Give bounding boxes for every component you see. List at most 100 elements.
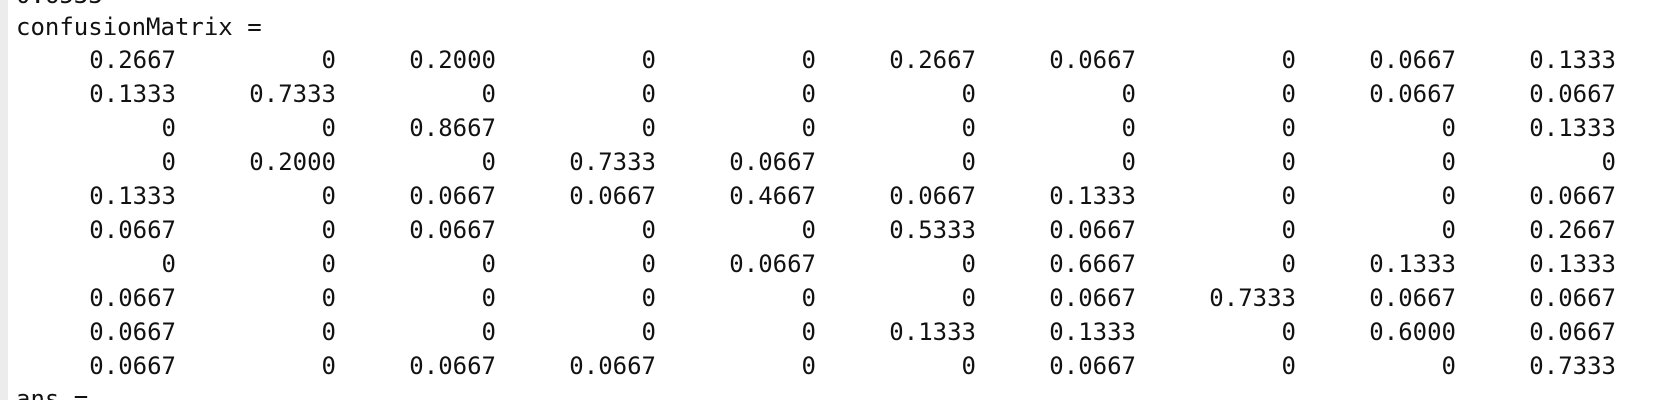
- matrix-cell: 0.0667: [569, 352, 656, 380]
- matrix-cell: 0: [1281, 148, 1296, 176]
- matrix-cell: 0.0667: [409, 216, 496, 244]
- matrix-row: 0 0 0 0 0.0667 0 0.6667 0 0.1333 0.1333: [0, 247, 1674, 281]
- matrix-cell: 0.5333: [889, 216, 976, 244]
- matrix-cell: 0.0667: [89, 352, 176, 380]
- matrix-cell: 0.1333: [1529, 46, 1616, 74]
- matrix-cell: 0.6000: [1369, 318, 1456, 346]
- matrix-cell: 0.7333: [249, 80, 336, 108]
- matrix-cell: 0.0667: [569, 182, 656, 210]
- matrix-row: 0 0 0.8667 0 0 0 0 0 0 0.1333: [0, 111, 1674, 145]
- next-output-fragment: ans =: [16, 385, 89, 400]
- matrix-cell: 0.2000: [409, 46, 496, 74]
- matrix-cell: 0: [961, 352, 976, 380]
- matrix-cell: 0.0667: [1369, 46, 1456, 74]
- matrix-cell: 0: [481, 80, 496, 108]
- matrix-cell: 0: [801, 284, 816, 312]
- matrix-cell: 0.0667: [409, 352, 496, 380]
- matrix-cell: 0: [1441, 216, 1456, 244]
- matrix-cell: 0.1333: [89, 80, 176, 108]
- matrix-cell: 0: [1281, 216, 1296, 244]
- matrix-cell: 0: [1281, 80, 1296, 108]
- matrix-cell: 0.8667: [409, 114, 496, 142]
- matrix-cell: 0.0667: [1529, 80, 1616, 108]
- matrix-cell: 0: [801, 216, 816, 244]
- matrix-cell: 0.0667: [1049, 216, 1136, 244]
- matrix-cell: 0.0667: [89, 284, 176, 312]
- matrix-cell: 0: [641, 250, 656, 278]
- matrix-cell: 0: [801, 46, 816, 74]
- confusion-matrix-values: 0.2667 0 0.2000 0 0 0.2667 0.0667 0 0.06…: [0, 43, 1674, 383]
- left-gutter: [0, 0, 8, 400]
- matrix-cell: 0.0667: [1529, 182, 1616, 210]
- matrix-cell: 0: [1601, 148, 1616, 176]
- matrix-cell: 0: [1281, 182, 1296, 210]
- matrix-row: 0.1333 0 0.0667 0.0667 0.4667 0.0667 0.1…: [0, 179, 1674, 213]
- matrix-cell: 0: [321, 114, 336, 142]
- matrix-cell: 0.1333: [1049, 182, 1136, 210]
- matrix-cell: 0: [321, 216, 336, 244]
- matrix-cell: 0: [641, 216, 656, 244]
- matrix-cell: 0: [1121, 148, 1136, 176]
- matrix-cell: 0: [321, 46, 336, 74]
- matrix-cell: 0.0667: [1049, 46, 1136, 74]
- matrix-row: 0.0667 0 0.0667 0.0667 0 0 0.0667 0 0 0.…: [0, 349, 1674, 383]
- matrix-cell: 0: [321, 250, 336, 278]
- previous-output-fragment: 0.6533: [16, 0, 103, 10]
- matrix-cell: 0: [961, 148, 976, 176]
- matrix-cell: 0.1333: [889, 318, 976, 346]
- matrix-cell: 0.2000: [249, 148, 336, 176]
- matrix-row: 0.2667 0 0.2000 0 0 0.2667 0.0667 0 0.06…: [0, 43, 1674, 77]
- matrix-cell: 0.0667: [1529, 284, 1616, 312]
- matrix-cell: 0.2667: [1529, 216, 1616, 244]
- matrix-cell: 0.2667: [89, 46, 176, 74]
- matrix-cell: 0: [481, 318, 496, 346]
- matrix-cell: 0: [161, 250, 176, 278]
- matrix-cell: 0.0667: [1529, 318, 1616, 346]
- matrix-cell: 0.7333: [1529, 352, 1616, 380]
- matrix-cell: 0: [321, 182, 336, 210]
- matrix-cell: 0: [1281, 250, 1296, 278]
- matrix-cell: 0.7333: [569, 148, 656, 176]
- matrix-cell: 0: [1281, 318, 1296, 346]
- matrix-cell: 0: [801, 352, 816, 380]
- matrix-cell: 0: [801, 114, 816, 142]
- matrix-cell: 0.0667: [1049, 284, 1136, 312]
- matrix-cell: 0: [641, 46, 656, 74]
- matrix-cell: 0: [1441, 352, 1456, 380]
- matrix-row: 0.0667 0 0 0 0 0 0.0667 0.7333 0.0667 0.…: [0, 281, 1674, 315]
- matrix-cell: 0.0667: [729, 148, 816, 176]
- matrix-cell: 0: [481, 148, 496, 176]
- matrix-cell: 0.0667: [1049, 352, 1136, 380]
- matrix-cell: 0: [641, 284, 656, 312]
- matrix-cell: 0.0667: [409, 182, 496, 210]
- matrix-cell: 0: [1281, 114, 1296, 142]
- matrix-cell: 0: [481, 284, 496, 312]
- matrix-cell: 0: [1281, 46, 1296, 74]
- matrix-cell: 0.1333: [1369, 250, 1456, 278]
- matrix-cell: 0: [961, 284, 976, 312]
- matrix-cell: 0: [801, 318, 816, 346]
- matrix-cell: 0.1333: [1529, 250, 1616, 278]
- matrix-cell: 0.0667: [729, 250, 816, 278]
- matrix-cell: 0.7333: [1209, 284, 1296, 312]
- matrix-cell: 0: [641, 114, 656, 142]
- matrix-cell: 0: [1441, 182, 1456, 210]
- matrix-row: 0.0667 0 0.0667 0 0 0.5333 0.0667 0 0 0.…: [0, 213, 1674, 247]
- matrix-row: 0 0.2000 0 0.7333 0.0667 0 0 0 0 0: [0, 145, 1674, 179]
- matrix-cell: 0: [1121, 80, 1136, 108]
- matrix-cell: 0.0667: [1369, 80, 1456, 108]
- matrix-cell: 0: [1281, 352, 1296, 380]
- matrix-cell: 0: [161, 148, 176, 176]
- matrix-cell: 0: [1121, 114, 1136, 142]
- matrix-cell: 0.1333: [89, 182, 176, 210]
- matrix-cell: 0: [801, 80, 816, 108]
- matrix-cell: 0: [641, 80, 656, 108]
- matrix-cell: 0: [641, 318, 656, 346]
- matrix-cell: 0.0667: [89, 216, 176, 244]
- matrix-cell: 0.2667: [889, 46, 976, 74]
- matrix-cell: 0: [961, 80, 976, 108]
- matrix-cell: 0.0667: [889, 182, 976, 210]
- matrix-cell: 0.1333: [1049, 318, 1136, 346]
- matrix-cell: 0: [321, 352, 336, 380]
